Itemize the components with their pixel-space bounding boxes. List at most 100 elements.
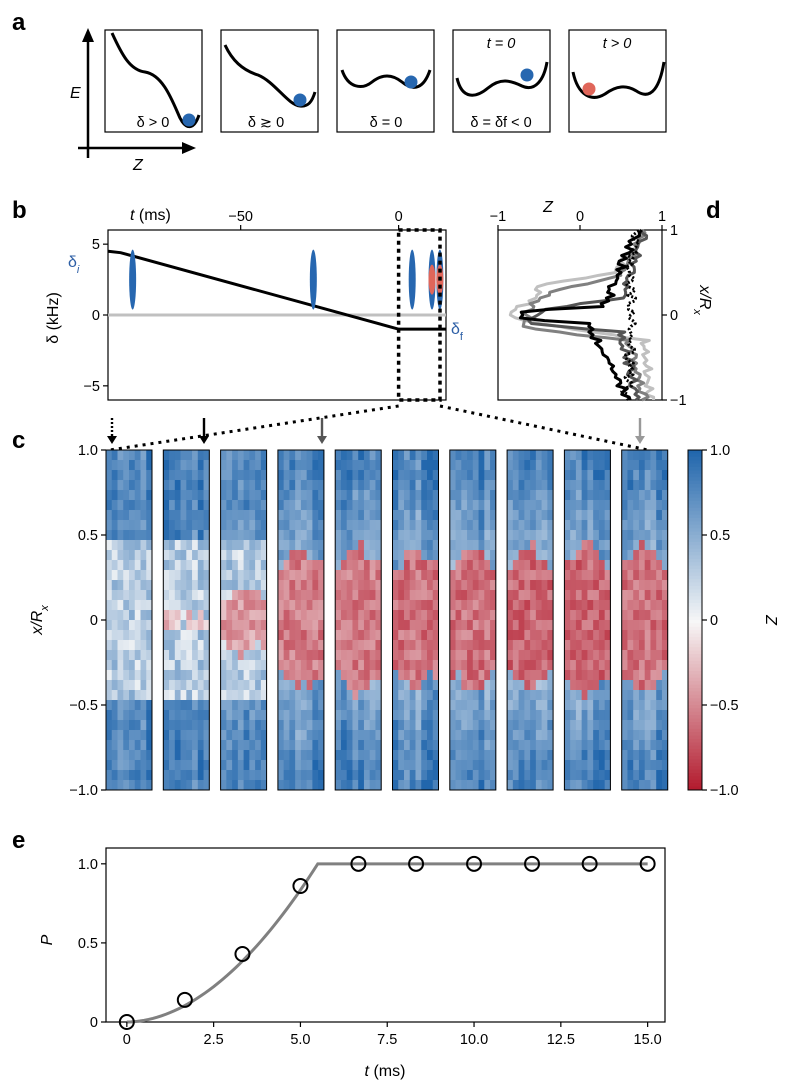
heatmap-cell xyxy=(633,690,640,701)
heatmap-cell xyxy=(415,670,422,681)
heatmap-cell xyxy=(530,450,537,461)
heatmap-cell xyxy=(627,750,634,761)
heatmap-cell xyxy=(467,700,474,711)
heatmap-cell xyxy=(169,510,176,521)
heatmap-cell xyxy=(232,470,239,481)
heatmap-cell xyxy=(346,650,353,661)
heatmap-cell xyxy=(512,750,519,761)
heatmap-cell xyxy=(644,630,651,641)
heatmap-cell xyxy=(180,460,187,471)
heatmap-cell xyxy=(358,470,365,481)
heatmap-cell xyxy=(123,510,130,521)
heatmap-cell xyxy=(203,560,210,571)
heatmap-cell xyxy=(507,710,514,721)
heatmap-cell xyxy=(461,680,468,691)
panel-e-xtick-label: 10.0 xyxy=(460,1032,488,1048)
heatmap-cell xyxy=(409,450,416,461)
heatmap-cell xyxy=(220,450,227,461)
heatmap-cell xyxy=(432,530,439,541)
heatmap-cell xyxy=(197,680,204,691)
heatmap-cell xyxy=(530,560,537,571)
heatmap-cell xyxy=(249,660,256,671)
heatmap-cell xyxy=(174,500,181,511)
heatmap-cell xyxy=(478,630,485,641)
heatmap-cell xyxy=(358,760,365,771)
heatmap-cell xyxy=(656,670,663,681)
heatmap-cell xyxy=(656,680,663,691)
heatmap-cell xyxy=(472,710,479,721)
heatmap-cell xyxy=(564,590,571,601)
heatmap-cell xyxy=(134,600,141,611)
colorbar-segment xyxy=(688,582,702,587)
heatmap-cell xyxy=(421,530,428,541)
heatmap-cell xyxy=(392,470,399,481)
heatmap-cell xyxy=(174,540,181,551)
heatmap-cell xyxy=(512,670,519,681)
heatmap-cell xyxy=(661,780,669,791)
heatmap-cell xyxy=(295,730,302,741)
heatmap-cell xyxy=(587,640,594,651)
heatmap-cell xyxy=(203,740,210,751)
heatmap-cell xyxy=(455,550,462,561)
heatmap-cell xyxy=(295,650,302,661)
heatmap-cell xyxy=(283,460,290,471)
heatmap-cell xyxy=(169,540,176,551)
heatmap-cell xyxy=(375,660,382,671)
heatmap-cell xyxy=(352,650,359,661)
heatmap-cell xyxy=(226,540,233,551)
heatmap-cell xyxy=(432,750,439,761)
heatmap-cell xyxy=(581,560,588,571)
heatmap-cell xyxy=(455,700,462,711)
heatmap-cell xyxy=(656,760,663,771)
heatmap-cell xyxy=(260,550,267,561)
heatmap-cell xyxy=(524,500,531,511)
heatmap-cell xyxy=(598,530,606,541)
heatmap-cell xyxy=(484,680,491,691)
heatmap-cell xyxy=(507,760,514,771)
heatmap-cell xyxy=(467,520,474,531)
heatmap-cell xyxy=(260,500,267,511)
heatmap-cell xyxy=(306,480,313,491)
heatmap-cell xyxy=(277,550,285,561)
heatmap-cell xyxy=(306,580,313,591)
heatmap-cell xyxy=(197,650,204,661)
heatmap-cell xyxy=(180,540,187,551)
panel-e-letter: e xyxy=(12,827,25,854)
heatmap-cell xyxy=(255,520,262,531)
panel-b-cloud-2 xyxy=(408,249,416,310)
heatmap-cell xyxy=(587,500,594,511)
panel-b-xtick-label: 0 xyxy=(395,209,403,225)
heatmap-cell xyxy=(169,750,176,761)
heatmap-cell xyxy=(598,720,606,731)
heatmap-cell xyxy=(472,750,479,761)
heatmap-cell xyxy=(507,550,514,561)
heatmap-cell xyxy=(232,480,239,491)
heatmap-cell xyxy=(243,490,250,501)
heatmap-cell xyxy=(581,650,588,661)
heatmap-cell xyxy=(524,740,531,751)
heatmap-cell xyxy=(111,490,118,501)
heatmap-cell xyxy=(490,690,497,701)
heatmap-cell xyxy=(277,660,285,671)
heatmap-cell xyxy=(638,610,646,621)
heatmap-cell xyxy=(335,770,342,781)
heatmap-cell xyxy=(484,490,491,501)
heatmap-cell xyxy=(467,640,474,651)
heatmap-cell xyxy=(392,510,399,521)
heatmap-cell xyxy=(650,520,657,531)
heatmap-cell xyxy=(415,720,422,731)
heatmap-cell xyxy=(593,520,600,531)
heatmap-cell xyxy=(289,570,296,581)
heatmap-cell xyxy=(564,710,571,721)
heatmap-cell xyxy=(449,450,456,461)
heatmap-cell xyxy=(226,690,233,701)
heatmap-cell xyxy=(111,530,118,541)
heatmap-cell xyxy=(472,700,479,711)
heatmap-cell xyxy=(237,520,244,531)
heatmap-cell xyxy=(644,490,651,501)
heatmap-cell xyxy=(427,630,434,641)
heatmap-cell xyxy=(226,730,233,741)
heatmap-cell xyxy=(427,620,434,631)
heatmap-cell xyxy=(318,670,325,681)
heatmap-cell xyxy=(432,680,439,691)
